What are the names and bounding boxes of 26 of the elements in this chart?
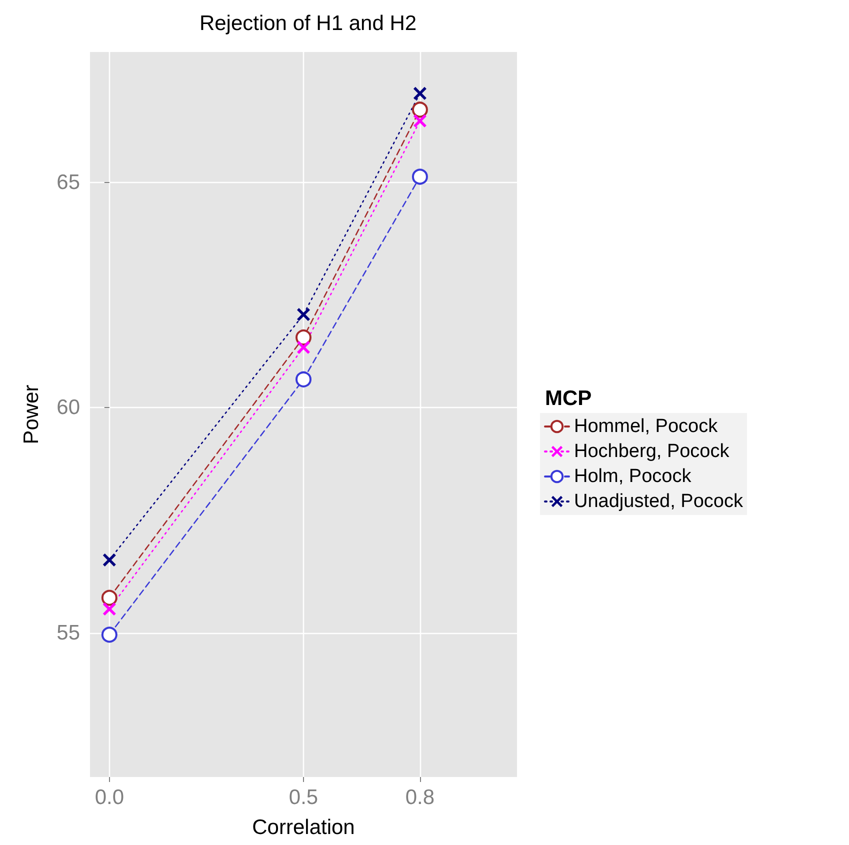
point	[297, 308, 310, 322]
point	[102, 602, 116, 616]
x-tick-label: 0.5	[288, 786, 318, 809]
point	[412, 168, 428, 185]
point	[101, 590, 118, 606]
point	[297, 340, 310, 354]
x-tick-label: 0.0	[94, 786, 124, 809]
legend-label: Hochberg, Pocock	[574, 441, 730, 462]
chart-title: Rejection of H1 and H2	[199, 12, 417, 35]
point	[412, 102, 428, 118]
y-axis-title: Power	[20, 384, 43, 444]
legend-title: MCP	[545, 387, 592, 410]
x-tick-label: 0.8	[405, 786, 435, 809]
point	[296, 371, 312, 388]
point	[413, 86, 426, 100]
y-tick-label: 65	[56, 171, 80, 194]
point	[101, 626, 118, 643]
legend-label: Unadjusted, Pocock	[574, 491, 744, 512]
point	[296, 330, 312, 346]
y-tick-label: 55	[56, 621, 80, 644]
x-axis-title: Correlation	[252, 816, 355, 839]
legend-label: Hommel, Pocock	[574, 416, 718, 437]
point	[102, 553, 116, 566]
y-tick-label: 60	[56, 396, 80, 420]
point	[413, 114, 426, 128]
legend-label: Holm, Pocock	[574, 466, 692, 487]
